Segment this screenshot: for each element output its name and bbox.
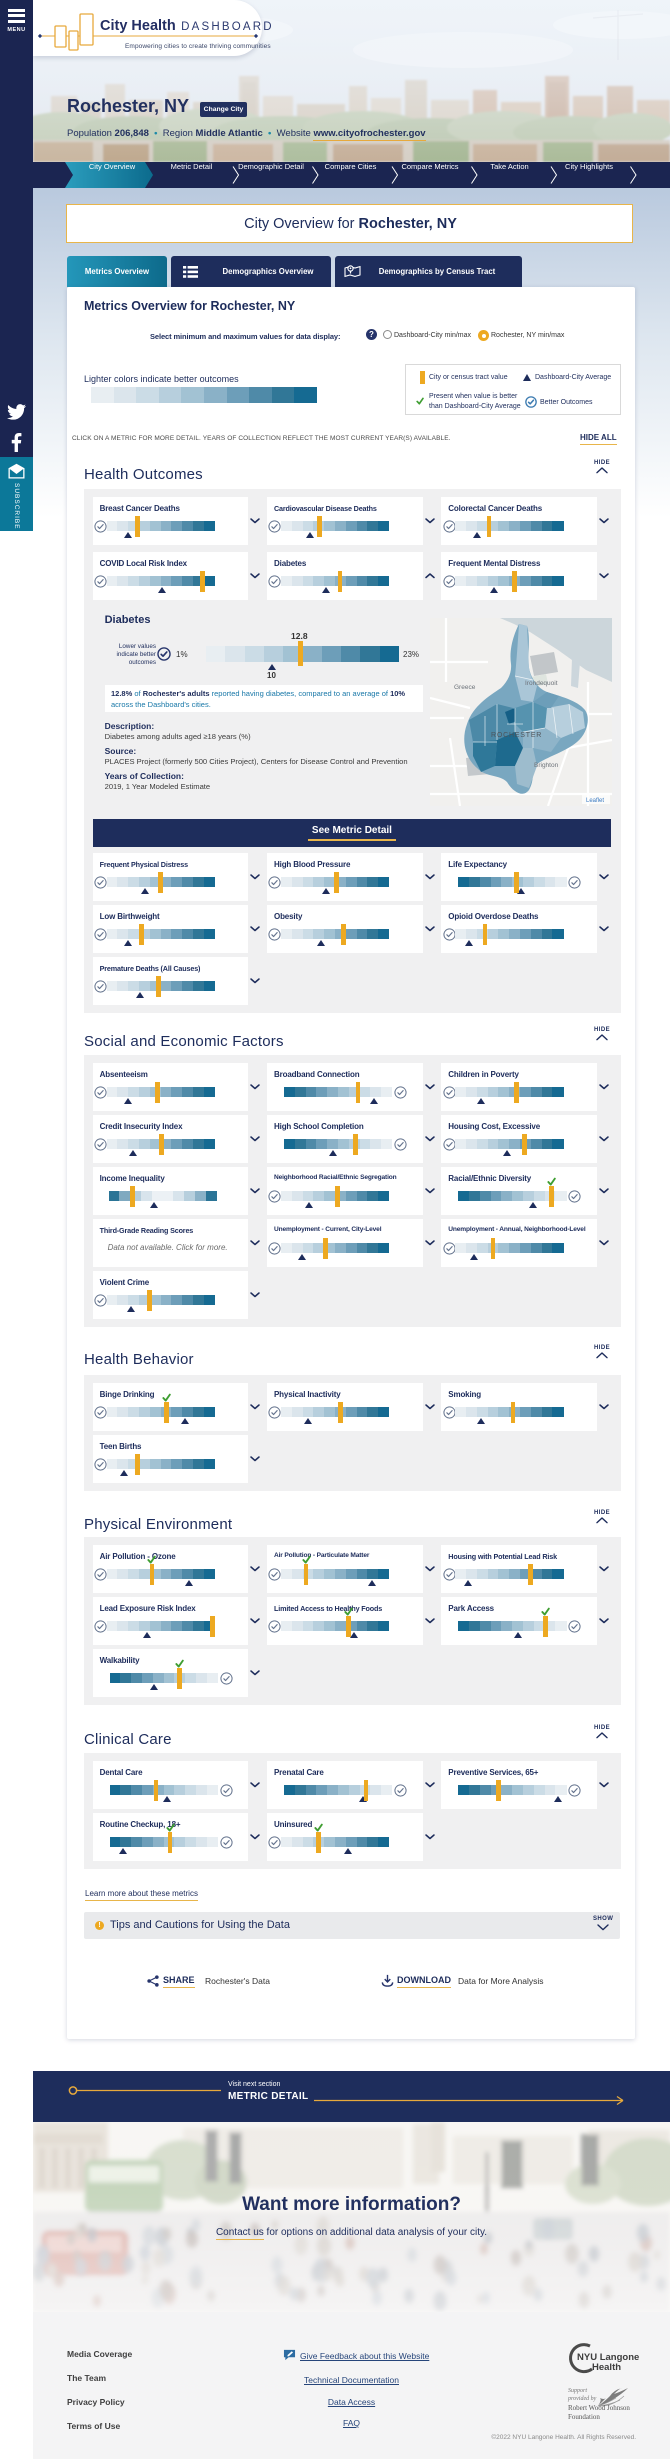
svg-text:Greece: Greece bbox=[454, 684, 476, 691]
svg-text:ROCHESTER: ROCHESTER bbox=[491, 732, 542, 739]
svg-text:Brighton: Brighton bbox=[534, 762, 559, 769]
svg-text:Leaflet: Leaflet bbox=[586, 798, 604, 804]
svg-text:Irondequoit: Irondequoit bbox=[525, 680, 558, 687]
svg-text:Health: Health bbox=[592, 2362, 621, 2373]
svg-text:NYU Langone: NYU Langone bbox=[577, 2352, 639, 2363]
